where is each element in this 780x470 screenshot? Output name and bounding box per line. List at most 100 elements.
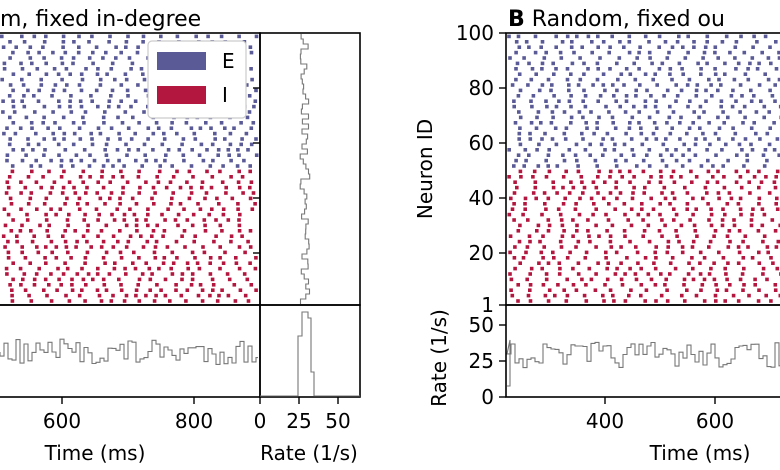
- spike-i: [170, 196, 174, 201]
- spike-i: [55, 288, 59, 292]
- spike-e: [141, 34, 146, 39]
- spike-i: [99, 245, 104, 249]
- spike-i: [756, 299, 761, 303]
- spike-i: [528, 283, 533, 287]
- spike-i: [535, 229, 539, 233]
- spike-e: [719, 99, 724, 103]
- spike-e: [123, 72, 128, 76]
- spike-e: [554, 45, 558, 49]
- spike-i: [125, 180, 130, 184]
- spike-e: [175, 131, 179, 136]
- spike-i: [594, 185, 599, 190]
- spike-i: [187, 169, 192, 174]
- spike-i: [137, 277, 142, 282]
- spike-e: [534, 72, 538, 76]
- spike-i: [20, 245, 24, 249]
- spike-e: [512, 104, 516, 109]
- spike-e: [194, 34, 198, 39]
- spike-e: [641, 158, 646, 163]
- spike-e: [559, 56, 564, 60]
- spike-e: [528, 137, 533, 141]
- spike-e: [516, 34, 521, 39]
- spike-e: [560, 40, 565, 44]
- spike-i: [94, 207, 99, 211]
- spike-e: [643, 72, 648, 76]
- spike-e: [81, 115, 85, 120]
- spike-i: [109, 191, 114, 195]
- spike-i: [702, 299, 707, 303]
- spike-e: [69, 94, 73, 98]
- spike-i: [741, 256, 746, 260]
- spike-i: [658, 169, 663, 174]
- spike-e: [618, 40, 622, 44]
- spike-e: [667, 115, 672, 120]
- spike-i: [574, 202, 578, 206]
- spike-e: [599, 142, 604, 147]
- spike-i: [705, 191, 709, 195]
- spike-i: [757, 185, 761, 190]
- spike-e: [595, 121, 599, 125]
- spike-i: [8, 196, 13, 201]
- spike-e: [57, 104, 62, 109]
- spike-e: [555, 164, 560, 168]
- spike-e: [131, 115, 135, 120]
- spike-i: [640, 202, 644, 206]
- spike-i: [751, 207, 755, 211]
- spike-i: [237, 266, 242, 271]
- spike-i: [574, 245, 578, 249]
- spike-e: [63, 50, 68, 55]
- spike-i: [210, 175, 215, 179]
- spike-i: [613, 272, 618, 276]
- spike-e: [549, 121, 554, 125]
- spike-e: [696, 61, 700, 66]
- spike-i: [775, 266, 780, 271]
- spike-i: [248, 169, 252, 174]
- spike-i: [507, 175, 511, 179]
- spike-e: [115, 148, 120, 152]
- spike-i: [586, 218, 590, 222]
- spike-i: [557, 272, 562, 276]
- spike-i: [227, 277, 232, 282]
- spike-i: [693, 229, 698, 233]
- spike-i: [512, 202, 516, 206]
- spike-e: [44, 61, 48, 66]
- spike-e: [590, 40, 594, 44]
- spike-e: [146, 137, 150, 141]
- spike-i: [723, 266, 727, 271]
- spike-i: [208, 272, 213, 276]
- spike-e: [109, 94, 113, 98]
- spike-e: [737, 142, 742, 147]
- spike-e: [580, 131, 584, 136]
- spike-i: [602, 299, 606, 303]
- spike-i: [171, 175, 176, 179]
- spike-e: [655, 83, 659, 87]
- spike-i: [559, 245, 564, 249]
- spike-e: [552, 72, 556, 76]
- spike-i: [204, 191, 209, 195]
- spike-e: [160, 142, 165, 147]
- spike-i: [118, 196, 122, 201]
- spike-i: [146, 212, 150, 217]
- spike-i: [198, 283, 203, 287]
- spike-e: [517, 137, 521, 141]
- spike-i: [135, 229, 139, 233]
- spike-i: [151, 229, 156, 233]
- spike-e: [61, 34, 66, 39]
- spike-e: [20, 67, 25, 71]
- spike-i: [85, 250, 90, 255]
- spike-i: [552, 256, 556, 260]
- spike-i: [594, 272, 598, 276]
- spike-i: [628, 239, 632, 244]
- spike-i: [152, 202, 156, 206]
- spike-i: [659, 293, 664, 298]
- spike-e: [596, 45, 600, 49]
- spike-i: [111, 293, 115, 298]
- spike-i: [690, 245, 695, 249]
- spike-i: [533, 185, 538, 190]
- spike-i: [67, 180, 72, 184]
- spike-i: [9, 229, 14, 233]
- spike-e: [180, 142, 184, 147]
- right-rate-label: Rate (1/s): [427, 309, 451, 407]
- left-rate-distribution: [260, 311, 360, 397]
- spike-i: [649, 277, 654, 282]
